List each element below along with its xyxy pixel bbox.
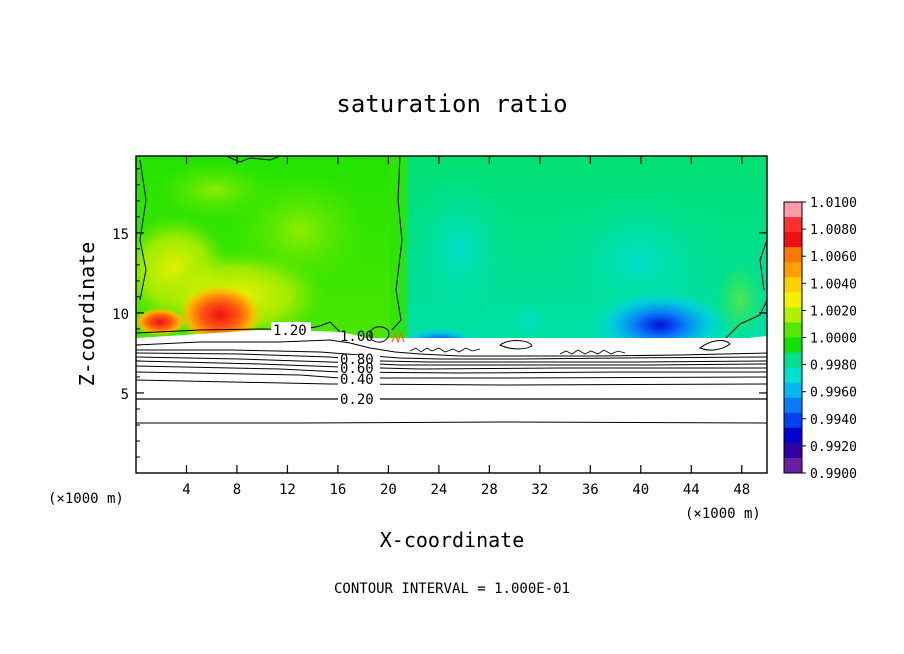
x-tick-label: 8 [233,482,241,498]
x-axis-ticks: 4 8 12 16 20 24 28 32 36 40 44 48 [182,156,750,498]
x-tick-label: 20 [380,482,397,498]
x-axis-label: X-coordinate [380,528,525,552]
colorbar-label: 0.9940 [810,413,857,428]
x-tick-label: 16 [329,482,346,498]
colorbar-swatch [784,277,802,293]
y-axis-label: Z-coordinate [75,242,99,387]
colorbar-swatch [784,217,802,233]
colorbar-swatch [784,337,802,354]
contour-label: 0.80 [340,352,374,368]
colorbar-swatch [784,322,802,338]
colorbar-label: 0.9920 [810,440,857,455]
colorbar-label: 1.0060 [810,250,857,265]
colorbar-swatch [784,292,802,308]
y-tick-label: 15 [112,227,129,243]
x-tick-label: 4 [182,482,190,498]
contour-label: 0.60 [340,361,374,377]
x-tick-label: 24 [430,482,447,498]
colorbar-swatch [784,232,802,248]
colorbar-swatch [784,352,802,369]
y-unit-label: (×1000 m) [48,491,124,507]
colorbar-swatch [784,397,802,414]
contour-label: 1.20 [273,323,307,339]
chart-title: saturation ratio [336,90,567,118]
colorbar-swatch [784,427,802,444]
contour-interval-text: CONTOUR INTERVAL = 1.000E-01 [334,581,570,597]
colorbar-swatch [784,247,802,263]
x-tick-label: 28 [481,482,498,498]
x-tick-label: 48 [733,482,750,498]
contour-label: 0.40 [340,372,374,388]
colorbar-label: 0.9900 [810,467,857,482]
colorbar-label: 1.0100 [810,196,857,211]
contour-labels: 1.20 1.00 0.80 0.60 0.40 0.20 [271,322,380,408]
colorbar-swatch [784,442,802,459]
colorbar-label: 1.0080 [810,223,857,238]
y-tick-label: 10 [112,307,129,323]
x-tick-label: 12 [279,482,296,498]
x-tick-label: 32 [531,482,548,498]
colorbar-swatch [784,412,802,429]
colorbar-label: 1.0040 [810,277,857,292]
y-axis-ticks: 5 10 15 [112,168,767,458]
plot-frame [135,155,768,474]
colorbar-swatch [784,367,802,384]
heatmap-field [136,156,767,338]
contour-label: 0.20 [340,392,374,408]
x-unit-label: (×1000 m) [685,506,761,522]
y-tick-label: 5 [121,387,129,403]
x-tick-label: 36 [582,482,599,498]
colorbar-swatch [784,307,802,323]
colorbar-swatch [784,457,802,474]
x-tick-label: 44 [683,482,700,498]
colorbar-swatch [784,202,802,218]
colorbar: 1.0100 1.0080 1.0060 1.0040 1.0020 1.0000 0.99… [783,196,857,482]
contour-label: 1.00 [340,329,374,345]
colorbar-label: 1.0000 [810,332,857,347]
colorbar-label: 0.9980 [810,359,857,374]
colorbar-label: 0.9960 [810,386,857,401]
x-tick-label: 40 [632,482,649,498]
colorbar-label: 1.0020 [810,304,857,319]
colorbar-swatch [784,262,802,278]
contour-region [136,156,767,473]
colorbar-swatch [784,382,802,399]
